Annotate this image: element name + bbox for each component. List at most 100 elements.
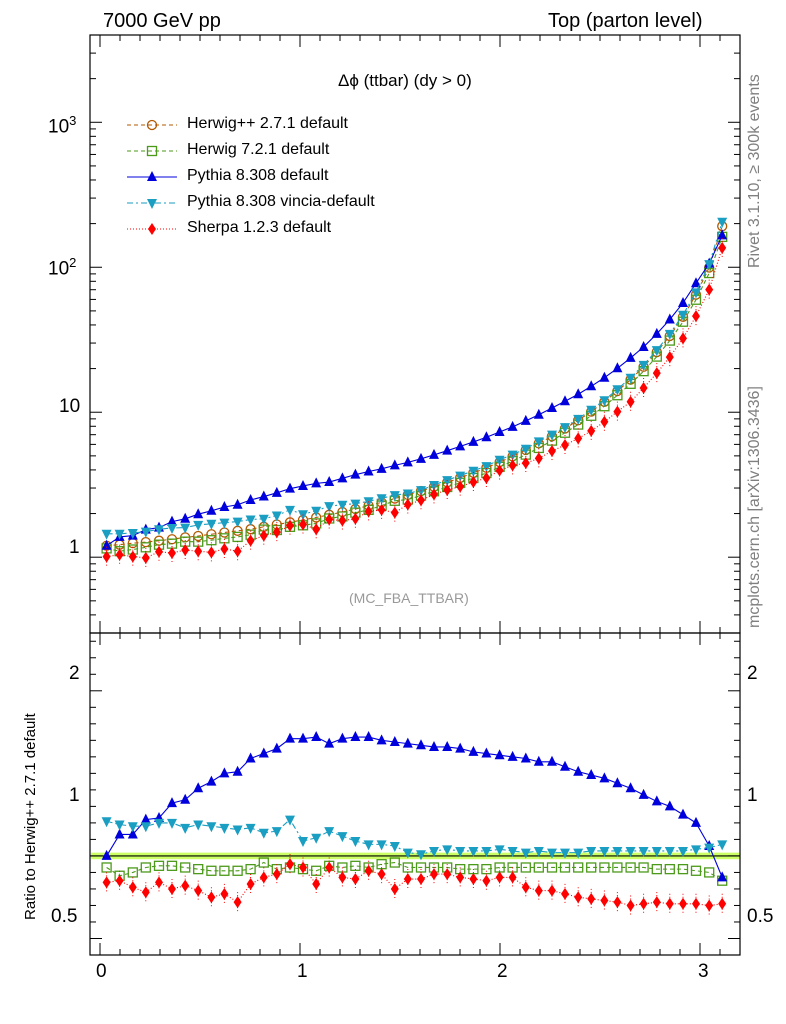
ratio-point-sherpa bbox=[495, 871, 504, 884]
main-point-vincia bbox=[154, 525, 164, 536]
ratio-point-sherpa bbox=[351, 873, 360, 886]
ratio-point-vincia bbox=[271, 827, 282, 838]
main-point-pythia bbox=[678, 296, 688, 307]
ratio-point-pythia bbox=[389, 735, 400, 746]
ratio-point-sherpa bbox=[155, 876, 163, 889]
main-point-herwig7 bbox=[206, 535, 217, 546]
ratio-point-herwig7 bbox=[533, 862, 544, 873]
ratio-point-vincia bbox=[350, 837, 361, 848]
ratio-point-vincia bbox=[219, 823, 230, 834]
ratio-point-sherpa bbox=[600, 894, 609, 907]
main-point-vincia bbox=[337, 500, 348, 511]
main-point-sherpa bbox=[272, 526, 281, 539]
ratio-point-pythia bbox=[219, 767, 230, 778]
main-point-vincia bbox=[625, 373, 636, 384]
ratio-point-herwig7 bbox=[612, 862, 623, 873]
main-point-sherpa bbox=[456, 480, 465, 493]
ratio-point-sherpa bbox=[456, 871, 465, 884]
ratio-point-sherpa bbox=[417, 873, 425, 886]
main-point-pythia bbox=[612, 362, 623, 373]
ratio-point-vincia bbox=[612, 846, 623, 857]
main-point-pythia bbox=[442, 444, 453, 455]
main-point-pythia bbox=[599, 371, 610, 382]
ratio-point-pythia bbox=[678, 808, 688, 819]
main-point-sherpa bbox=[364, 505, 373, 518]
main-point-vincia bbox=[232, 517, 243, 528]
main-point-pythia bbox=[337, 472, 348, 483]
rivet-label: Rivet 3.1.10, ≥ 300k events bbox=[746, 74, 763, 268]
ratio-point-herwig7 bbox=[599, 862, 610, 873]
ratio-point-sherpa bbox=[718, 897, 727, 910]
main-point-vincia bbox=[324, 502, 335, 513]
main-point-sherpa bbox=[665, 351, 674, 364]
main-point-vincia bbox=[520, 444, 531, 455]
legend-label-sherpa: Sherpa 1.2.3 default bbox=[187, 219, 332, 236]
ratio-point-vincia bbox=[324, 827, 335, 838]
ratio-point-herwig7 bbox=[166, 860, 178, 871]
main-point-vincia bbox=[219, 518, 230, 529]
main-point-pythia bbox=[560, 395, 570, 406]
main-point-sherpa bbox=[155, 545, 163, 558]
ratio-point-pythia bbox=[245, 752, 256, 763]
main-point-pythia bbox=[193, 508, 204, 519]
main-point-sherpa bbox=[495, 464, 504, 477]
ratio-point-vincia bbox=[114, 820, 125, 831]
ratio-point-pythia bbox=[664, 800, 675, 811]
ratio-point-sherpa bbox=[377, 868, 386, 881]
main-point-vincia bbox=[389, 491, 400, 502]
ratio-point-herwig7 bbox=[520, 862, 531, 873]
main-point-sherpa bbox=[521, 457, 530, 470]
ratio-point-sherpa bbox=[443, 868, 452, 881]
main-point-pythia bbox=[219, 500, 230, 511]
main-point-pythia bbox=[389, 459, 400, 470]
main-point-herwigpp bbox=[193, 530, 204, 542]
ratio-point-vincia bbox=[520, 848, 531, 859]
ratio-point-vincia bbox=[402, 848, 413, 859]
main-point-sherpa bbox=[469, 476, 478, 489]
ratio-point-herwig7 bbox=[559, 862, 571, 873]
ratio-point-herwig7 bbox=[481, 863, 492, 875]
ratio-point-herwig7 bbox=[389, 857, 400, 868]
ratio-point-pythia bbox=[376, 734, 387, 745]
ratio-point-vincia bbox=[586, 846, 597, 857]
main-point-pythia bbox=[245, 494, 256, 505]
main-point-vincia bbox=[664, 329, 675, 340]
main-point-pythia bbox=[271, 486, 282, 497]
main-line-herwig7 bbox=[106, 236, 723, 552]
ratio-y-tick-0.5: 0.5 bbox=[51, 906, 78, 927]
main-y-tick-100: 102 bbox=[48, 255, 77, 280]
ratio-point-sherpa bbox=[220, 887, 229, 900]
legend-marker-vincia bbox=[147, 199, 157, 209]
main-point-sherpa bbox=[128, 550, 137, 563]
main-point-vincia bbox=[612, 385, 623, 396]
main-point-vincia bbox=[271, 511, 282, 522]
ratio-point-sherpa bbox=[679, 897, 687, 910]
ratio-point-sherpa bbox=[115, 874, 124, 887]
ratio-point-vincia bbox=[376, 840, 387, 851]
ratio-point-pythia bbox=[481, 747, 492, 758]
main-point-pythia bbox=[324, 476, 335, 487]
main-point-sherpa bbox=[639, 381, 648, 394]
main-point-vincia bbox=[547, 430, 557, 441]
main-point-vincia bbox=[127, 528, 138, 539]
ratio-y-tick-2: 2 bbox=[69, 663, 80, 684]
ratio-point-herwig7 bbox=[245, 863, 256, 875]
ratio-point-pythia bbox=[311, 731, 322, 742]
main-point-pythia bbox=[481, 431, 492, 442]
ratio-point-vincia bbox=[442, 845, 453, 856]
ratio-point-pythia bbox=[258, 747, 269, 758]
ratio-point-pythia bbox=[547, 755, 557, 766]
main-point-pythia bbox=[376, 462, 387, 473]
main-point-vincia bbox=[691, 288, 701, 299]
ratio-point-vincia bbox=[429, 846, 439, 857]
main-point-pythia bbox=[167, 515, 177, 526]
ratio-point-vincia bbox=[245, 823, 256, 834]
legend-marker-herwigpp bbox=[146, 119, 158, 131]
main-point-pythia bbox=[691, 277, 701, 288]
main-point-pythia bbox=[285, 482, 295, 493]
ratio-point-pythia bbox=[691, 816, 701, 827]
ratio-point-vincia bbox=[285, 815, 295, 826]
legend-label-vincia: Pythia 8.308 vincia-default bbox=[187, 193, 375, 210]
main-point-sherpa bbox=[141, 551, 150, 564]
main-point-sherpa bbox=[626, 395, 635, 408]
